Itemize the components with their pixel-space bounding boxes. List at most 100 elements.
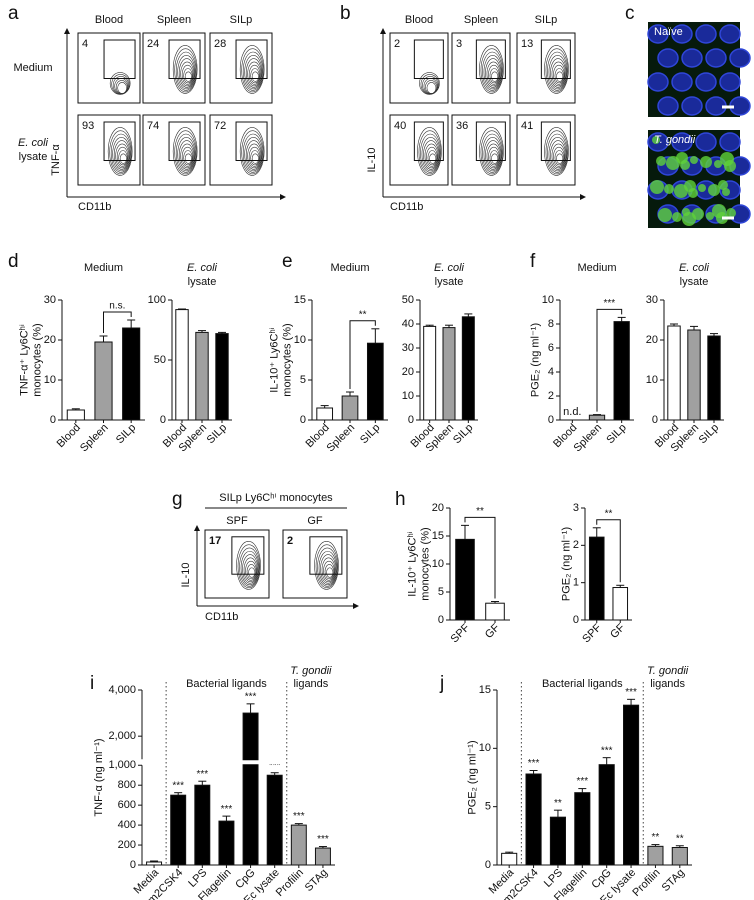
contour (491, 153, 499, 164)
significance: *** (528, 758, 540, 769)
gate (540, 121, 571, 161)
contour (236, 541, 261, 590)
contour (107, 127, 133, 176)
bar (194, 784, 211, 866)
significance: ** (652, 832, 660, 843)
contour (429, 153, 437, 164)
y-tick-label: 10 (294, 334, 306, 346)
y-tick-label: 0 (485, 859, 491, 871)
contour (545, 48, 569, 93)
bar (588, 414, 606, 421)
panel-letter: g (172, 489, 183, 510)
contour (483, 137, 502, 172)
panel-letter: a (8, 3, 19, 24)
parasite (664, 184, 674, 194)
contour (180, 143, 194, 169)
parasite (700, 156, 712, 168)
chart-title: E. coli (679, 262, 710, 274)
contour (245, 58, 262, 88)
plot-frame (389, 32, 449, 104)
x-tick-label: STAg (660, 867, 687, 894)
y-axis-label: monocytes (%) (32, 323, 44, 396)
gate-percent: 24 (147, 38, 159, 50)
nucleus (695, 72, 717, 92)
gate-percent: 2 (394, 38, 400, 50)
bar (266, 774, 283, 866)
contour (485, 58, 501, 88)
y-tick-label: 2 (548, 390, 554, 402)
panel-letter: j (439, 673, 444, 694)
parasite (698, 184, 706, 192)
significance: ** (605, 508, 613, 519)
contour (184, 71, 192, 82)
contour (544, 127, 569, 176)
nucleus (729, 48, 751, 68)
contour (184, 153, 192, 164)
chart-title: lysate (188, 276, 217, 288)
significance: *** (196, 769, 208, 780)
contour (426, 146, 438, 167)
significance: *** (625, 687, 637, 698)
contour (544, 45, 569, 94)
row-label: E. coli (18, 137, 49, 149)
y-tick-label: 50 (154, 354, 166, 366)
y-tick-label: 400 (118, 819, 136, 831)
contour (242, 133, 264, 173)
bar (647, 845, 664, 866)
nucleus (657, 96, 679, 116)
contour (324, 564, 334, 580)
x-tick-label: SPF (449, 622, 473, 646)
contour (480, 130, 504, 175)
contour (244, 137, 263, 172)
panel-letter: f (530, 251, 536, 272)
y-tick-label: 0 (300, 414, 306, 426)
y-tick-label: 15 (294, 294, 306, 306)
bar (423, 325, 437, 421)
contour (251, 71, 259, 82)
axis-label: IL-10 (180, 562, 192, 587)
column-label: SILp (230, 14, 253, 26)
chart-title: lysate (680, 276, 709, 288)
bar (707, 335, 721, 421)
contour (556, 153, 564, 164)
contour (545, 130, 569, 175)
nucleus (671, 132, 693, 152)
gate-percent: 28 (214, 38, 226, 50)
bar (442, 327, 456, 421)
image-label: Naïve (654, 26, 683, 38)
y-tick-label: 5 (438, 586, 444, 598)
contour (423, 140, 439, 170)
contour (424, 143, 439, 169)
panel-header: SILp Ly6Cʰⁱ monocytes (219, 492, 333, 504)
y-tick-label: 0 (130, 859, 136, 871)
y-axis-label: monocytes (%) (420, 527, 432, 600)
x-tick-label: SILp (114, 422, 138, 446)
contour (237, 544, 261, 589)
gate-percent: 3 (456, 38, 462, 50)
y-tick-label: 0 (573, 614, 579, 626)
bracket (103, 311, 132, 333)
contour (491, 71, 499, 82)
contour (244, 54, 263, 90)
contour (183, 68, 193, 84)
bar (195, 331, 209, 421)
y-tick-label: 40 (402, 318, 414, 330)
contour (421, 137, 440, 172)
gate-percent: 40 (394, 120, 406, 132)
contour (314, 541, 339, 590)
contour (321, 557, 336, 583)
contour (174, 130, 197, 175)
contour (241, 48, 264, 93)
contour (489, 150, 499, 166)
y-tick-label: 20 (44, 334, 56, 346)
group-label: T. gondii (290, 665, 332, 677)
group-label: Bacterial ligands (186, 678, 267, 690)
significance: *** (245, 691, 257, 702)
y-tick-label: 200 (118, 839, 136, 851)
gate (309, 536, 343, 575)
contour (183, 150, 193, 166)
axis-label: CD11b (390, 201, 423, 213)
chart-title: Medium (84, 262, 123, 274)
significance: *** (221, 804, 233, 815)
contour (547, 133, 568, 173)
